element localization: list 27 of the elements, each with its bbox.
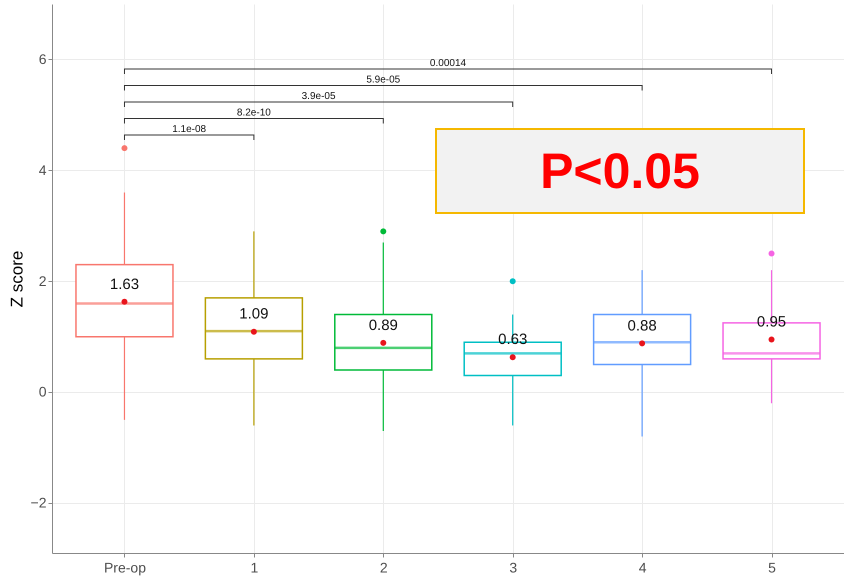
y-tick-label: −2 [30,494,47,511]
annotation: 1.1e-08 [172,124,207,135]
significance-bracket: 3.9e-05 [124,91,514,108]
x-tick-label: Pre-op [104,560,146,576]
significance-bracket: 1.1e-08 [124,124,254,140]
significance-bracket: 8.2e-10 [124,108,384,124]
note-box: P<0.05 [435,128,805,214]
annotation: 0.00014 [430,58,467,69]
text: 0.88 [628,317,657,334]
y-axis-title: Z score [8,250,27,308]
x-tick-label: 5 [768,560,776,576]
x-tick-label: 3 [509,560,518,576]
x-tick-label: 4 [638,560,647,576]
y-tick-label: 6 [38,50,47,67]
annotation: 5.9e-05 [366,74,401,86]
x-tick-label: 2 [380,560,388,576]
significance-bracket: 0.00014 [124,58,772,74]
text: 1.09 [239,306,268,323]
x-tick-label: 1 [250,560,258,576]
significance-bracket: 5.9e-05 [124,74,643,91]
text: 0.89 [368,316,398,334]
annotation: 8.2e-10 [236,108,272,118]
annotation: 3.9e-05 [302,91,336,102]
y-tick-label: 2 [38,272,47,289]
y-tick-label: 0 [38,384,47,400]
y-tick-label: 4 [38,162,47,178]
text: 1.63 [110,276,140,293]
